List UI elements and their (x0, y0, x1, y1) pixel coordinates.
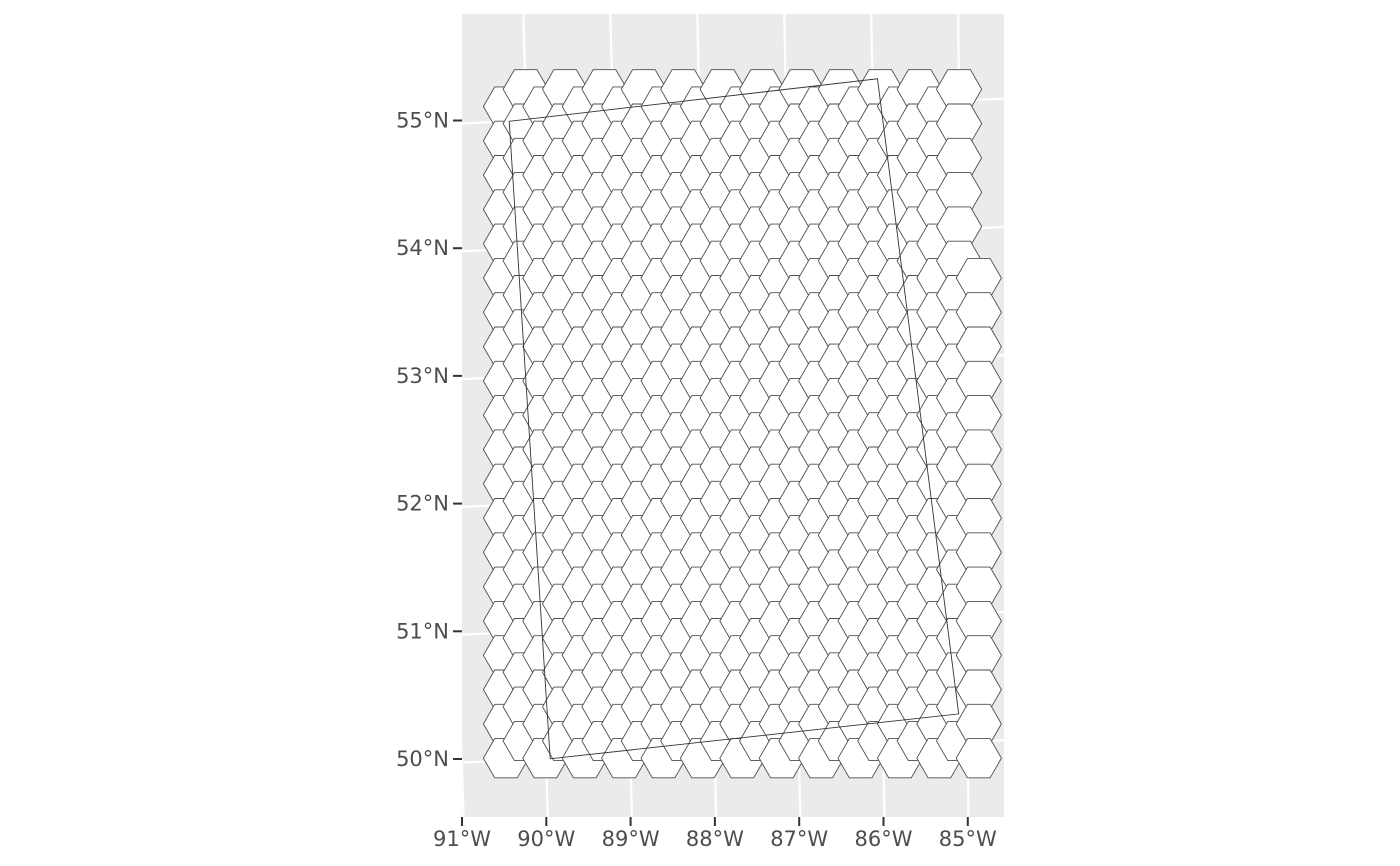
y-tick-label: 51°N (396, 619, 449, 643)
x-tick-label: 87°W (770, 827, 828, 851)
hex-grid (482, 69, 1002, 779)
y-tick-label: 55°N (396, 109, 449, 133)
study-area-outline (508, 78, 960, 760)
x-tick-label: 90°W (517, 827, 575, 851)
graticule-meridian (1044, 0, 1053, 866)
hex-cell (955, 738, 1002, 779)
x-tick-label: 88°W (686, 827, 744, 851)
y-tick-label: 54°N (396, 236, 449, 260)
x-tick-label: 85°W (939, 827, 997, 851)
graticule-meridian (346, 0, 382, 866)
x-tick-label: 91°W (433, 827, 491, 851)
x-axis: 91°W 90°W 89°W 88°W 87°W 86°W 85°W (433, 817, 997, 851)
y-tick-label: 53°N (396, 364, 449, 388)
y-axis: 50°N 51°N 52°N 53°N 54°N 55°N (396, 109, 462, 771)
graticule-parallel (349, 0, 1045, 1)
x-tick-label: 86°W (855, 827, 913, 851)
x-tick-label: 89°W (602, 827, 660, 851)
y-tick-label: 52°N (396, 492, 449, 516)
y-tick-label: 50°N (396, 747, 449, 771)
